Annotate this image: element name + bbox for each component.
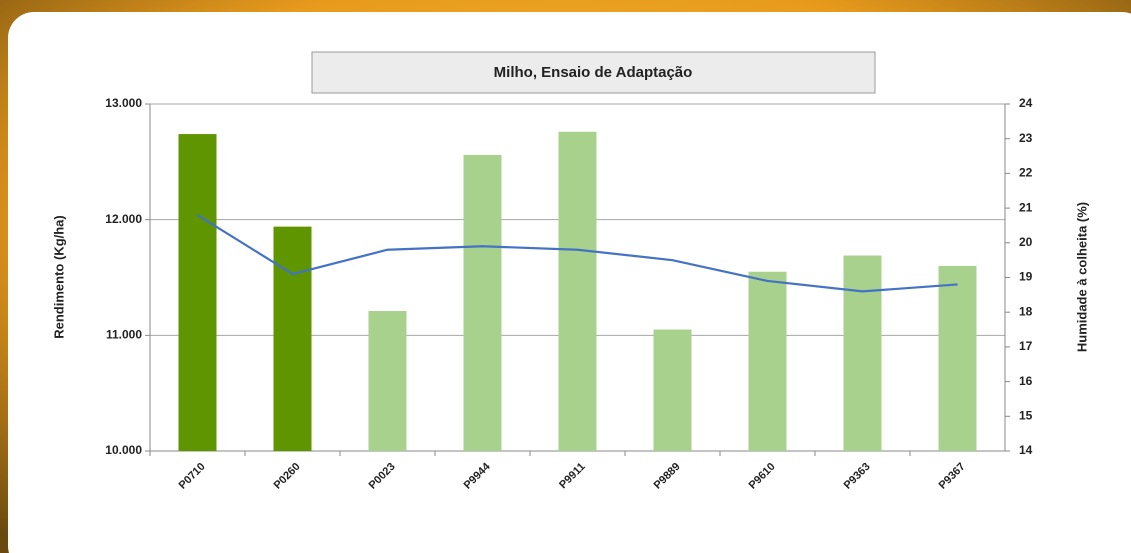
y2-tick-label: 24 <box>1019 96 1033 110</box>
y2-tick-label: 16 <box>1019 374 1033 388</box>
y-tick-label: 13.000 <box>105 96 142 110</box>
chart-title: Milho, Ensaio de Adaptação <box>494 64 693 81</box>
bar <box>274 227 312 451</box>
bar <box>939 266 977 451</box>
bar <box>464 155 502 451</box>
bar <box>559 132 597 451</box>
y2-axis-label: Humidade à colheita (%) <box>1074 202 1089 352</box>
y2-tick-label: 21 <box>1019 200 1033 214</box>
y2-tick-label: 15 <box>1019 408 1033 422</box>
y2-tick-label: 18 <box>1019 304 1033 318</box>
y2-tick-label: 17 <box>1019 339 1033 353</box>
bar <box>844 256 882 451</box>
bar <box>369 311 407 451</box>
y-axis-label: Rendimento (Kg/ha) <box>51 215 66 339</box>
y-tick-label: 10.000 <box>105 443 142 457</box>
y-tick-label: 11.000 <box>106 328 142 342</box>
y2-tick-label: 20 <box>1019 235 1033 249</box>
y2-tick-label: 22 <box>1019 166 1033 180</box>
bar <box>749 272 787 451</box>
chart: Milho, Ensaio de Adaptação Rendimento (K… <box>0 0 1131 553</box>
bar <box>179 134 217 451</box>
y2-tick-label: 23 <box>1019 131 1033 145</box>
bar <box>654 330 692 451</box>
y2-tick-label: 14 <box>1019 443 1033 457</box>
y2-tick-label: 19 <box>1019 270 1033 284</box>
y-tick-label: 12.000 <box>105 212 142 226</box>
page: {"chart_data": { "type": "combo", "title… <box>0 0 1131 553</box>
